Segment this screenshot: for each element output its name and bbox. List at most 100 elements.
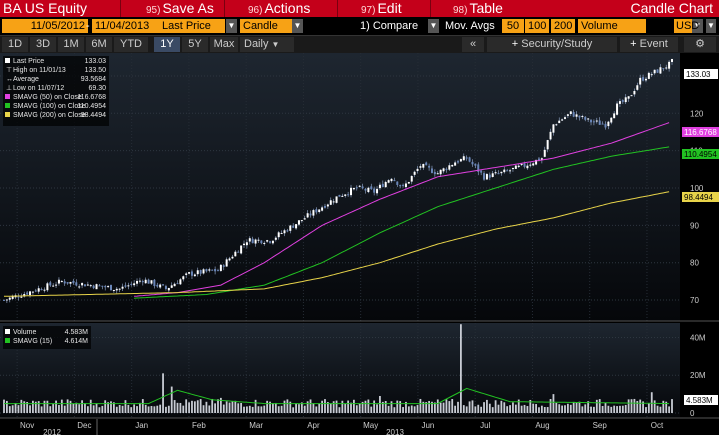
volume-bar [237, 403, 240, 413]
candle-body [659, 67, 662, 74]
edit-button[interactable]: 97) Edit [361, 0, 402, 17]
period-ytd[interactable]: YTD [114, 37, 148, 52]
currency-field[interactable]: USD [674, 19, 700, 33]
legend-label: SMAVG (15) [13, 338, 52, 345]
candle-body [662, 68, 665, 70]
event-button[interactable]: + Event [620, 37, 678, 52]
ma3-field[interactable]: 200 [551, 19, 575, 33]
candle-body [283, 230, 286, 234]
period-6m[interactable]: 6M [86, 37, 112, 52]
candle-body [40, 289, 43, 291]
candle-body [121, 286, 124, 289]
plus-icon: + [630, 38, 637, 50]
volume-bar [477, 404, 480, 413]
volume-bar [101, 405, 104, 413]
candle-body [526, 165, 529, 169]
candle-body [494, 172, 497, 174]
end-date-field[interactable]: 11/04/2013 [92, 19, 160, 33]
volume-bar [29, 405, 31, 413]
save-as-button[interactable]: 95) Save As [146, 0, 214, 17]
period-5y[interactable]: 5Y [182, 37, 208, 52]
candle-body [219, 264, 222, 271]
candle-body [601, 123, 604, 125]
frequency-dropdown-icon: ▼ [271, 40, 280, 49]
ticker-field[interactable]: BA US Equity [3, 0, 88, 16]
candle-body [240, 245, 243, 254]
compare-button[interactable]: 1) Compare [360, 20, 419, 32]
ma2-field[interactable]: 100 [525, 19, 549, 33]
candle-body [75, 282, 78, 286]
candle-body [277, 232, 280, 238]
volume-bar [653, 400, 656, 413]
legend-label: High on 11/01/13 [13, 67, 66, 74]
period-1d[interactable]: 1D [2, 37, 28, 52]
volume-bar [243, 406, 245, 413]
candle-body [83, 284, 86, 287]
volume-bar [14, 402, 17, 413]
candle-body [205, 269, 208, 272]
candle-body [23, 294, 26, 297]
volume-bar [153, 406, 156, 413]
table-button[interactable]: 98) Table [453, 0, 503, 17]
volume-bar [112, 402, 115, 413]
volume-bar [228, 402, 231, 413]
period-1m[interactable]: 1M [58, 37, 84, 52]
volume-bar [5, 400, 8, 413]
candle-body [199, 270, 202, 274]
candle-body [20, 296, 23, 298]
collapse-button[interactable]: « [462, 37, 484, 52]
volume-bar [514, 404, 517, 413]
period-1y[interactable]: 1Y [154, 37, 180, 52]
volume-bar [315, 406, 318, 413]
candle-body [208, 269, 211, 271]
security-study-button[interactable]: + Security/Study [487, 37, 617, 52]
volume-bar [344, 403, 347, 413]
candle-body [483, 173, 486, 180]
candle-body [639, 77, 642, 85]
volume-bar [546, 407, 549, 413]
currency-dropdown-icon[interactable]: ▼ [706, 19, 716, 33]
candle-body [109, 284, 112, 291]
ma1-field[interactable]: 50 [502, 19, 524, 33]
period-3d[interactable]: 3D [30, 37, 56, 52]
chart-type-dropdown-icon[interactable]: ▼ [292, 19, 303, 33]
volume-bar [58, 405, 60, 413]
field-select[interactable]: Last Price [159, 19, 225, 33]
lower-chart-select[interactable]: Volume [578, 19, 646, 33]
volume-bar [538, 407, 540, 413]
volume-bar [506, 406, 509, 413]
volume-bar [191, 400, 193, 413]
volume-bar [543, 407, 546, 413]
candle-body [26, 292, 29, 295]
candle-body [514, 165, 517, 169]
start-date-field[interactable]: 11/05/2012 [2, 19, 88, 33]
compare-dropdown-icon[interactable]: ▼ [428, 19, 439, 33]
volume-bar [92, 405, 95, 413]
volume-bar [286, 399, 289, 413]
settings-gear-icon[interactable]: ⚙ [684, 37, 716, 52]
volume-bar [633, 398, 636, 413]
candle-body [636, 85, 639, 90]
frequency-select[interactable]: Daily ▼ [240, 37, 294, 52]
volume-swatch [5, 329, 10, 334]
actions-button[interactable]: 96) Actions [248, 0, 310, 17]
candle-body [153, 279, 156, 287]
candle-body [57, 279, 60, 284]
legend-value: 133.03 [85, 58, 107, 65]
volume-bar [176, 402, 179, 413]
volume-bar [486, 399, 488, 413]
volume-bar [659, 406, 662, 413]
x-tick-label: Sep [593, 421, 608, 430]
candle-body [182, 276, 185, 280]
field-dropdown-icon[interactable]: ▼ [226, 19, 237, 33]
lower-chart-dropdown-icon[interactable]: ▼ [692, 19, 703, 33]
date-dash: - [86, 20, 90, 32]
candle-body [404, 183, 407, 188]
volume-bar [306, 401, 309, 413]
candle-body [257, 239, 260, 241]
period-max[interactable]: Max [210, 37, 238, 52]
volume-bar [390, 401, 393, 413]
chart-type-select[interactable]: Candle [240, 19, 292, 33]
table-num: 98) [453, 5, 468, 16]
